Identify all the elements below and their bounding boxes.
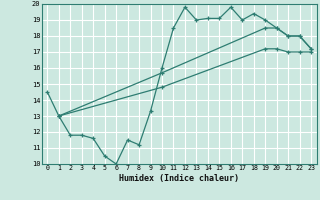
X-axis label: Humidex (Indice chaleur): Humidex (Indice chaleur) <box>119 174 239 183</box>
